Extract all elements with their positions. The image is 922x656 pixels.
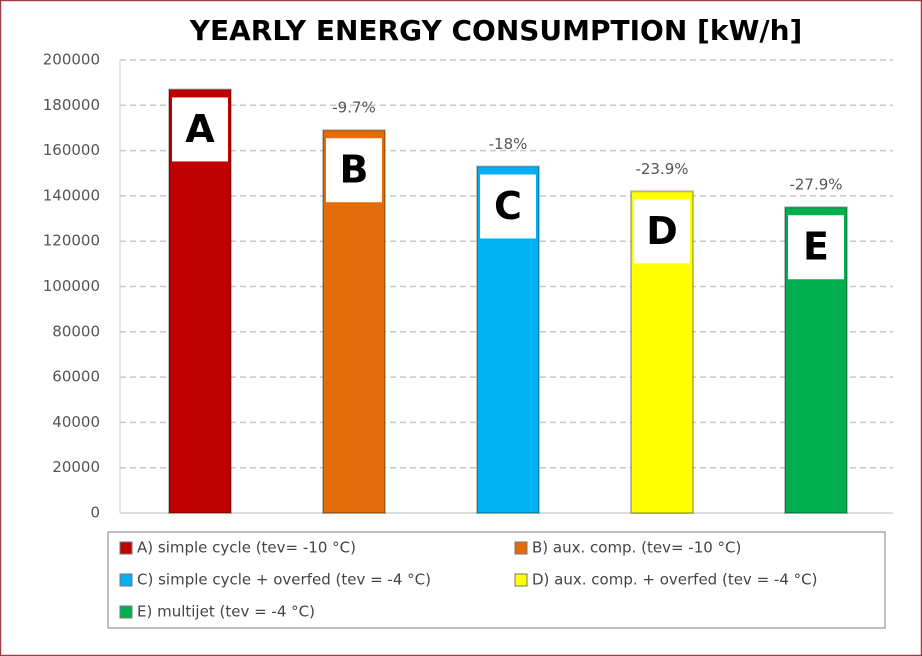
y-tick-label: 100000 — [43, 277, 100, 295]
legend-label: A) simple cycle (tev= -10 °C) — [137, 539, 356, 557]
y-tick-label: 80000 — [52, 322, 100, 340]
annotation: -9.7% — [332, 99, 376, 117]
letter-box — [634, 199, 690, 264]
y-tick-label: 140000 — [43, 186, 100, 204]
annotation: -23.9% — [635, 160, 688, 178]
category-label: C — [494, 184, 522, 228]
letter-box — [788, 215, 844, 280]
legend-swatch — [119, 573, 133, 587]
y-tick-label: 0 — [90, 504, 100, 522]
y-tick-label: 200000 — [43, 51, 100, 69]
y-tick-label: 160000 — [43, 141, 100, 159]
legend-label: C) simple cycle + overfed (tev = -4 °C) — [137, 571, 431, 589]
letter-box — [326, 138, 382, 203]
category-label: E — [803, 225, 829, 269]
legend-swatch — [119, 541, 133, 555]
legend-swatch — [514, 541, 528, 555]
chart-title: YEARLY ENERGY CONSUMPTION [kW/h] — [189, 14, 803, 47]
legend-label: D) aux. comp. + overfed (tev = -4 °C) — [532, 571, 817, 589]
y-tick-label: 120000 — [43, 232, 100, 250]
legend-label: B) aux. comp. (tev= -10 °C) — [532, 539, 741, 557]
y-tick-label: 180000 — [43, 96, 100, 114]
category-label: B — [340, 148, 369, 192]
y-tick-label: 20000 — [52, 458, 100, 476]
y-tick-label: 40000 — [52, 413, 100, 431]
legend-swatch — [119, 605, 133, 619]
category-label: D — [646, 209, 678, 253]
letter-box — [480, 174, 536, 239]
letter-box — [172, 97, 228, 162]
annotation: -18% — [489, 135, 528, 153]
y-tick-label: 60000 — [52, 368, 100, 386]
legend-box — [107, 531, 886, 629]
legend-label: E) multijet (tev = -4 °C) — [137, 603, 315, 621]
annotation: -27.9% — [789, 176, 842, 194]
category-label: A — [185, 107, 215, 151]
legend-swatch — [514, 573, 528, 587]
